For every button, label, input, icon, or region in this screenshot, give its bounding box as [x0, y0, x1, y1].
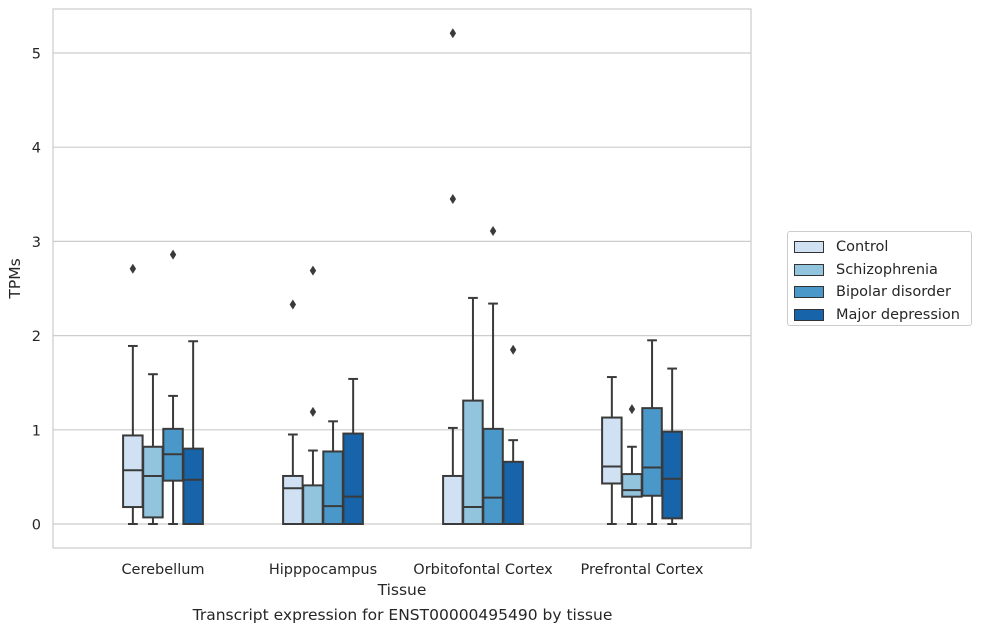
legend-item: Control	[794, 236, 965, 259]
box-schizophrenia	[621, 404, 643, 525]
y-axis-label: TPMs	[6, 258, 24, 299]
outlier-point	[309, 406, 317, 417]
y-axis-ticks: 0 1 2 3 4 5	[32, 47, 41, 534]
box-schizophrenia	[142, 373, 164, 525]
y-tick-label: 1	[32, 423, 41, 439]
y-tick-label: 0	[32, 518, 41, 534]
outlier-point	[449, 28, 457, 39]
box-bipolar-disorder	[641, 339, 663, 525]
box-iqr	[482, 427, 504, 525]
x-tick-label: Hipppocampus	[269, 562, 377, 578]
box-major-depression	[182, 340, 204, 526]
box-bipolar-disorder	[482, 226, 504, 525]
box-iqr	[142, 445, 164, 519]
box-iqr	[661, 430, 683, 520]
box-iqr	[282, 474, 304, 526]
box-iqr	[302, 484, 324, 525]
outlier-point	[309, 265, 317, 276]
boxes	[122, 28, 683, 526]
box-iqr	[601, 416, 623, 485]
box-iqr	[502, 460, 524, 526]
x-tick-label: Cerebellum	[121, 562, 204, 578]
box-control	[442, 28, 464, 526]
plot-area-frame	[52, 8, 752, 549]
box-iqr	[182, 447, 204, 526]
box-iqr	[342, 432, 364, 525]
box-major-depression	[342, 377, 364, 525]
legend-swatch	[794, 241, 824, 254]
box-major-depression	[502, 344, 524, 526]
box-bipolar-disorder	[322, 420, 344, 525]
box-iqr	[641, 407, 663, 497]
legend-label: Schizophrenia	[836, 261, 938, 278]
legend-item: Major depression	[794, 304, 965, 327]
box-schizophrenia	[302, 265, 324, 525]
outlier-point	[489, 226, 497, 237]
box-iqr	[322, 450, 344, 525]
chart-caption: Transcript expression for ENST0000049549…	[192, 606, 613, 624]
x-axis-ticks: Cerebellum Hipppocampus Orbitofontal Corte…	[121, 562, 703, 578]
box-bipolar-disorder	[162, 249, 184, 525]
box-control	[122, 263, 144, 525]
y-tick-label: 2	[32, 329, 41, 345]
legend-label: Control	[836, 239, 889, 256]
y-tick-label: 5	[32, 47, 41, 63]
legend-item: Schizophrenia	[794, 259, 965, 282]
outlier-point	[628, 404, 636, 415]
legend-item: Bipolar disorder	[794, 281, 965, 304]
box-iqr	[621, 473, 643, 498]
outlier-point	[509, 344, 517, 355]
legend: Control Schizophrenia Bipolar disorder Majo…	[787, 231, 972, 326]
x-axis-label: Tissue	[377, 581, 427, 599]
outlier-point	[449, 194, 457, 205]
legend-label: Bipolar disorder	[836, 284, 951, 301]
y-tick-label: 4	[32, 141, 41, 157]
legend-swatch	[794, 308, 824, 321]
legend-swatch	[794, 286, 824, 299]
x-tick-label: Prefrontal Cortex	[581, 562, 704, 578]
y-tick-label: 3	[32, 235, 41, 251]
legend-label: Major depression	[836, 306, 960, 323]
x-tick-label: Orbitofontal Cortex	[413, 562, 553, 578]
outlier-point	[129, 263, 137, 274]
outlier-point	[289, 299, 297, 310]
box-iqr	[462, 399, 484, 525]
box-control	[282, 299, 304, 526]
box-major-depression	[661, 367, 683, 525]
legend-swatch	[794, 263, 824, 276]
box-schizophrenia	[462, 296, 484, 525]
outlier-point	[169, 249, 177, 260]
box-iqr	[442, 474, 464, 526]
box-control	[601, 376, 623, 525]
